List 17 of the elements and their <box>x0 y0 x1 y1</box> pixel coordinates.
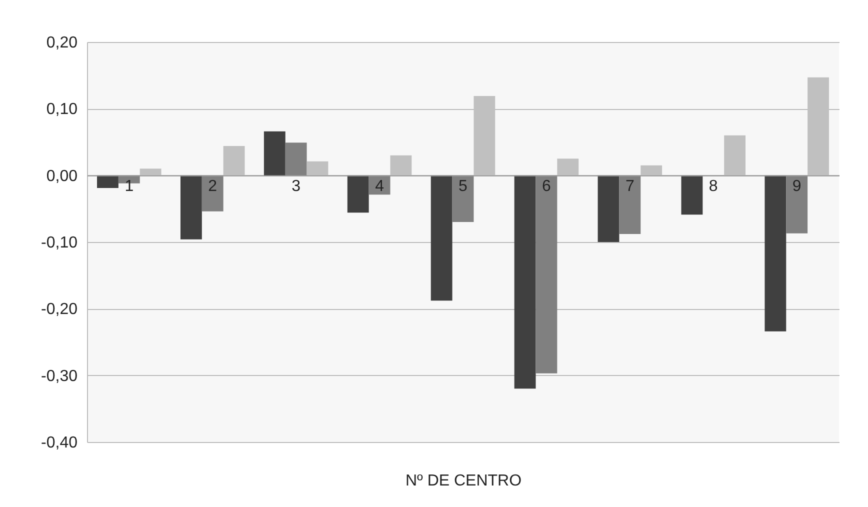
y-tick-label: -0,40 <box>41 434 78 452</box>
x-tick-label: 3 <box>292 178 301 195</box>
x-tick-label: 1 <box>124 178 134 195</box>
y-tick-label: -0,30 <box>41 368 78 385</box>
y-tick-label: -0,10 <box>41 234 78 252</box>
x-tick-label: 2 <box>208 178 218 195</box>
y-tick-label: -0,20 <box>41 301 78 318</box>
x-tick-label: 5 <box>458 178 468 195</box>
x-tick-label: 7 <box>625 178 634 195</box>
y-tick-label: 0,00 <box>46 168 78 185</box>
x-tick-label: 8 <box>708 178 718 195</box>
y-tick-label: 0,10 <box>46 101 78 118</box>
x-tick-label: 4 <box>375 178 384 195</box>
x-tick-label: 9 <box>792 178 802 195</box>
x-axis-title: Nº DE CENTRO <box>405 472 522 490</box>
x-tick-label: 6 <box>542 178 552 195</box>
y-tick-label: 0,20 <box>46 34 78 52</box>
